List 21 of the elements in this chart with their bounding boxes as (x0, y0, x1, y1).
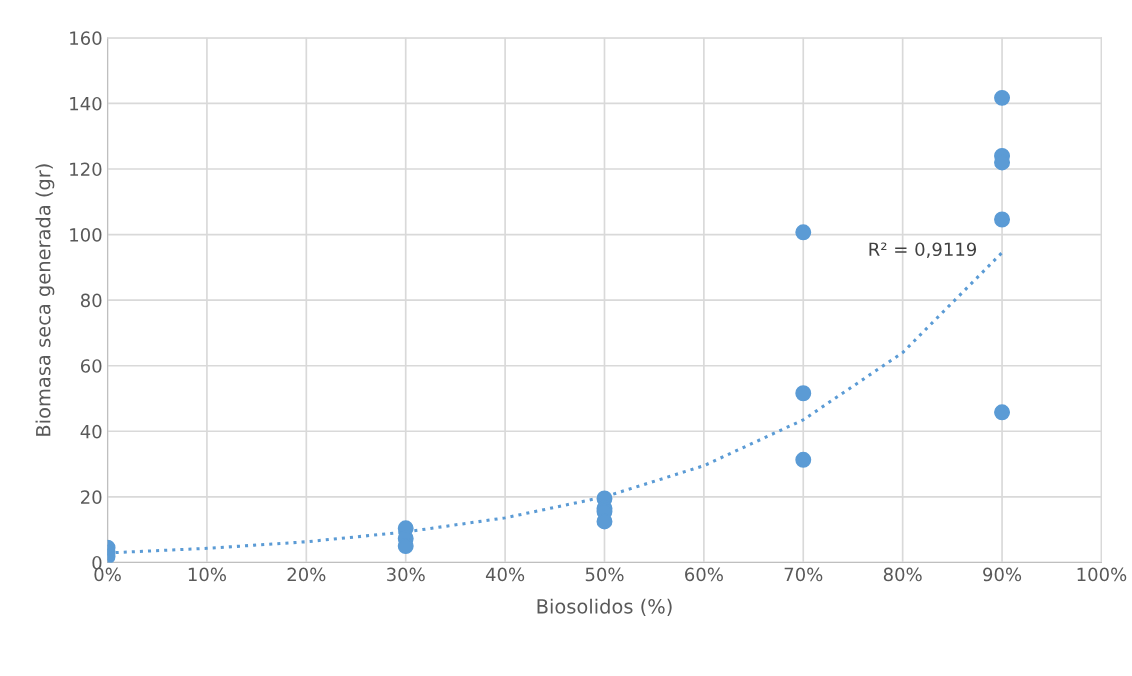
y-tick-label: 120 (70, 162, 102, 177)
y-tick-label: 80 (80, 293, 102, 308)
x-tick-label: 60% (685, 567, 723, 582)
y-tick-label: 60 (80, 359, 102, 373)
x-tick-label: 30% (387, 567, 425, 582)
x-tick-label: 100% (1077, 567, 1127, 582)
x-tick-label: 70% (784, 567, 823, 582)
y-tick-label: 100 (70, 228, 102, 242)
y-tick-label: 140 (70, 96, 102, 111)
y-tick-label: 160 (70, 31, 102, 45)
x-tick-label: 40% (485, 567, 525, 582)
x-tick-label: 90% (983, 567, 1022, 582)
x-tick-label: 20% (287, 567, 326, 582)
y-tick-label: 20 (81, 490, 102, 504)
x-tick-label: 10% (188, 567, 226, 582)
x-tick-label: 50% (585, 567, 624, 582)
annotation: R² = 0,9119 (869, 242, 977, 258)
y-tick-label: 40 (80, 424, 102, 439)
x-axis-title: Biosolidos (%) (537, 598, 672, 616)
y-axis-title: Biomasa seca generada (gr) (35, 164, 55, 436)
x-tick-label: 80% (883, 567, 922, 582)
